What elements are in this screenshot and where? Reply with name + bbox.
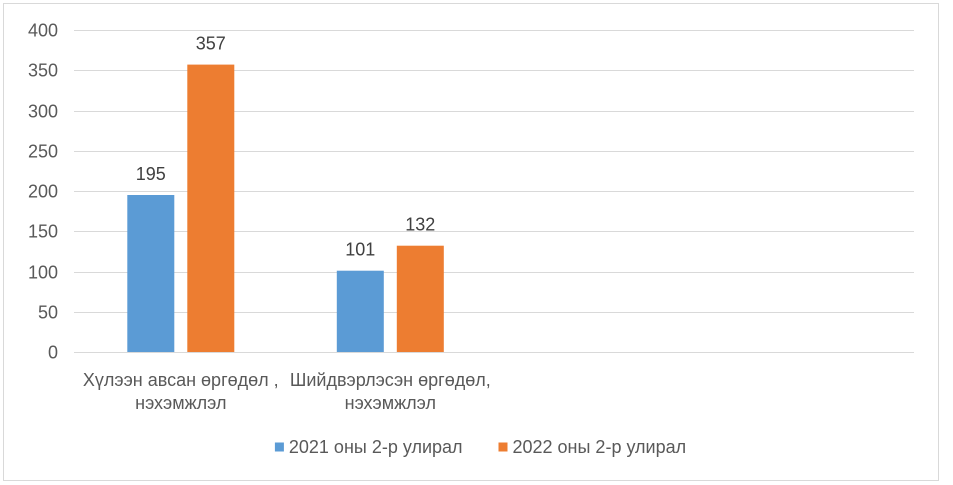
bar-series-2-category-1: [187, 64, 235, 352]
x-tick-label-category-1: Хүлээн авсан өргөдөл , нэхэмжлэл: [83, 370, 279, 413]
data-labels: 195 357 101 132: [136, 34, 436, 260]
legend-swatch-series-1: [274, 442, 284, 452]
y-tick-label-200: 200: [28, 182, 58, 202]
legend-item-series-1: 2021 оны 2-р улирал: [274, 437, 463, 457]
y-tick-label-400: 400: [28, 21, 58, 41]
y-tick-label-50: 50: [38, 303, 58, 323]
data-label-series-2-category-1: 357: [196, 34, 226, 54]
y-axis: 0 50 100 150 200 250 300 350 400: [28, 21, 58, 363]
y-tick-label-100: 100: [28, 263, 58, 283]
legend-item-series-2: 2022 оны 2-р улирал: [498, 437, 687, 457]
legend-swatch-series-2: [498, 442, 508, 452]
y-tick-label-300: 300: [28, 102, 58, 122]
bar-series-1-category-2: [336, 270, 384, 352]
legend: 2021 оны 2-р улирал 2022 оны 2-р улирал: [274, 437, 687, 457]
y-tick-label-250: 250: [28, 142, 58, 162]
legend-label-series-1: 2021 оны 2-р улирал: [289, 437, 463, 457]
bar-series-1-category-1: [127, 195, 175, 352]
bar-series-2-category-2: [396, 245, 444, 352]
y-tick-label-0: 0: [48, 343, 58, 363]
y-tick-label-150: 150: [28, 222, 58, 242]
y-tick-label-350: 350: [28, 61, 58, 81]
data-label-series-2-category-2: 132: [405, 215, 435, 235]
legend-label-series-2: 2022 оны 2-р улирал: [513, 437, 687, 457]
data-label-series-1-category-1: 195: [136, 164, 166, 184]
x-axis: Хүлээн авсан өргөдөл , нэхэмжлэл Шийдвэрлэ…: [83, 370, 491, 413]
bars: [127, 64, 444, 352]
x-tick-label-category-2: Шийдвэрлэсэн өргөдөл, нэхэмжлэл: [290, 370, 491, 413]
data-label-series-1-category-2: 101: [345, 240, 375, 260]
